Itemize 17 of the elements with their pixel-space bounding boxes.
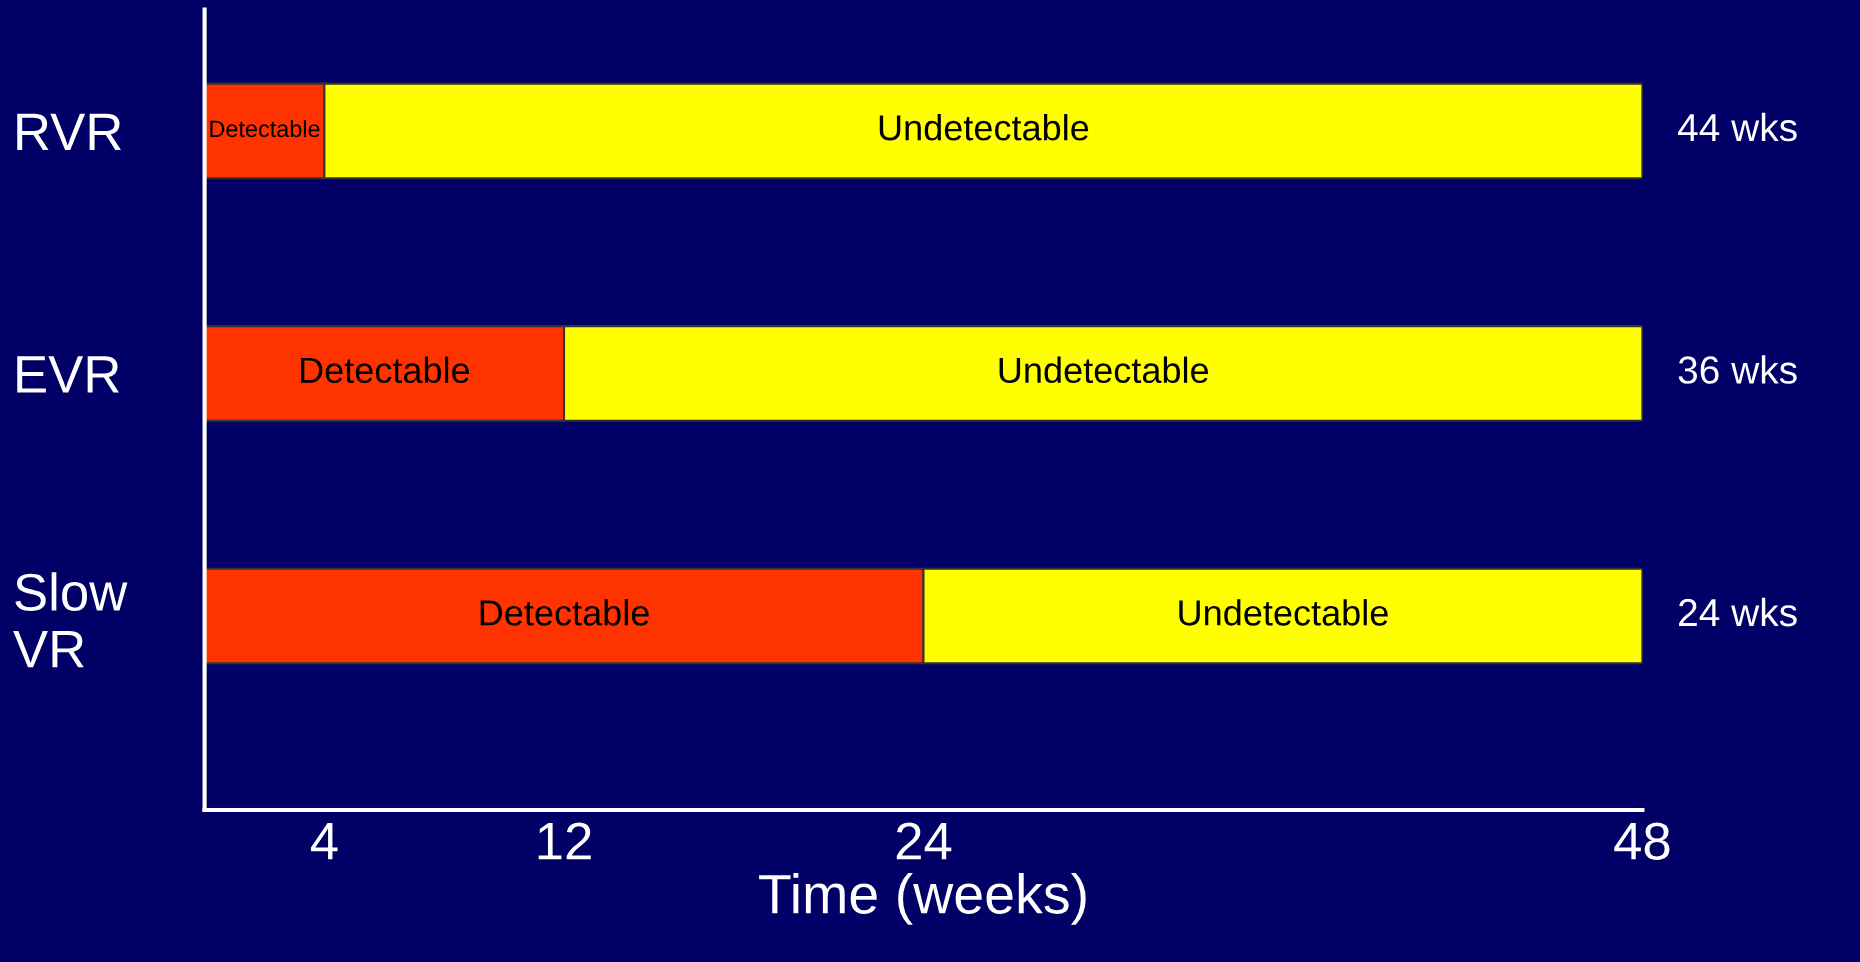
- x-tick-label: 24: [896, 822, 952, 860]
- x-axis-title: Time (weeks): [759, 873, 1086, 925]
- text: Detectable: [480, 599, 649, 626]
- x-tick-label: 4: [310, 823, 338, 860]
- x-tick-label: 48: [1614, 822, 1670, 860]
- x-tick-label: 12: [538, 822, 591, 860]
- series-label: Detectable: [210, 119, 320, 138]
- data-label: 24 wks: [1679, 597, 1797, 627]
- text: Undetectable: [1179, 599, 1388, 626]
- y-tick-label: Slow VR: [13, 572, 128, 668]
- text: Detectable: [300, 356, 470, 384]
- text: Undetectable: [879, 114, 1089, 141]
- data-label: 44 wks: [1678, 112, 1797, 142]
- data-label: 36 wks: [1678, 355, 1797, 384]
- y-tick-label: RVR: [17, 113, 121, 151]
- y-tick-label: EVR: [17, 356, 119, 393]
- series-label: Undetectable: [999, 356, 1209, 384]
